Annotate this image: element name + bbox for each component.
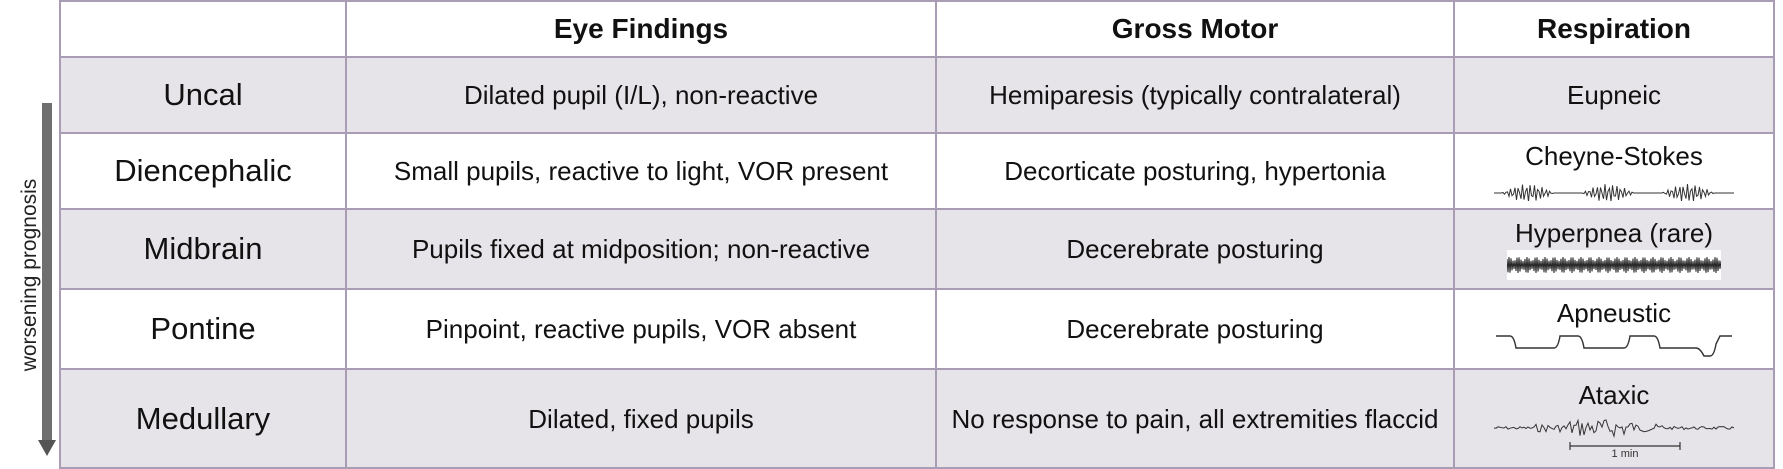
- eye-findings-cell: Dilated pupil (I/L), non-reactive: [345, 56, 937, 134]
- gross-motor-cell: Decerebrate posturing: [935, 288, 1455, 370]
- table-row: Pontine Pinpoint, reactive pupils, VOR a…: [59, 288, 1775, 370]
- side-label: worsening prognosis: [18, 178, 41, 372]
- table-row: Uncal Dilated pupil (I/L), non-reactive …: [59, 56, 1775, 134]
- header-gross-motor: Gross Motor: [935, 0, 1455, 58]
- header-respiration: Respiration: [1453, 0, 1775, 58]
- stage-cell: Diencephalic: [59, 132, 347, 210]
- stage-cell: Uncal: [59, 56, 347, 134]
- respiration-label: Hyperpnea (rare): [1515, 218, 1713, 248]
- apneustic-waveform: [1496, 335, 1732, 357]
- eye-findings-cell: Pinpoint, reactive pupils, VOR absent: [345, 288, 937, 370]
- respiration-cell: Cheyne-Stokes: [1453, 132, 1775, 210]
- ataxic-waveform: 1 min: [1494, 417, 1734, 458]
- gross-motor-cell: Decerebrate posturing: [935, 208, 1455, 290]
- respiration-cell: Hyperpnea (rare): [1453, 208, 1775, 290]
- stage-cell: Midbrain: [59, 208, 347, 290]
- respiration-label: Apneustic: [1556, 298, 1672, 328]
- respiration-cell: Ataxic 1 min: [1453, 368, 1775, 469]
- table-row: Medullary Dilated, fixed pupils No respo…: [59, 368, 1775, 469]
- gross-motor-cell: Decorticate posturing, hypertonia: [935, 132, 1455, 210]
- header-empty: [59, 0, 347, 58]
- respiration-cell: Eupneic: [1453, 56, 1775, 134]
- respiration-label: Eupneic: [1567, 80, 1661, 110]
- respiration-label: Ataxic: [1578, 379, 1650, 410]
- header-eye-findings: Eye Findings: [345, 0, 937, 58]
- header-row: Eye Findings Gross Motor Respiration: [59, 0, 1775, 58]
- hyperpnea-waveform: [1507, 250, 1721, 280]
- table-row: Diencephalic Small pupils, reactive to l…: [59, 132, 1775, 210]
- worsening-prognosis-arrow: [38, 103, 56, 456]
- respiration-label: Cheyne-Stokes: [1525, 141, 1703, 171]
- stage-cell: Pontine: [59, 288, 347, 370]
- stage-cell: Medullary: [59, 368, 347, 469]
- eye-findings-cell: Pupils fixed at midposition; non-reactiv…: [345, 208, 937, 290]
- eye-findings-cell: Small pupils, reactive to light, VOR pre…: [345, 132, 937, 210]
- cheyne-stokes-waveform: [1494, 184, 1734, 201]
- respiration-cell: Apneustic: [1453, 288, 1775, 370]
- scale-label: 1 min: [1612, 448, 1639, 458]
- gross-motor-cell: No response to pain, all extremities fla…: [935, 368, 1455, 469]
- eye-findings-cell: Dilated, fixed pupils: [345, 368, 937, 469]
- table-row: Midbrain Pupils fixed at midposition; no…: [59, 208, 1775, 290]
- gross-motor-cell: Hemiparesis (typically contralateral): [935, 56, 1455, 134]
- prognosis-table: Eye Findings Gross Motor Respiration Unc…: [59, 0, 1775, 469]
